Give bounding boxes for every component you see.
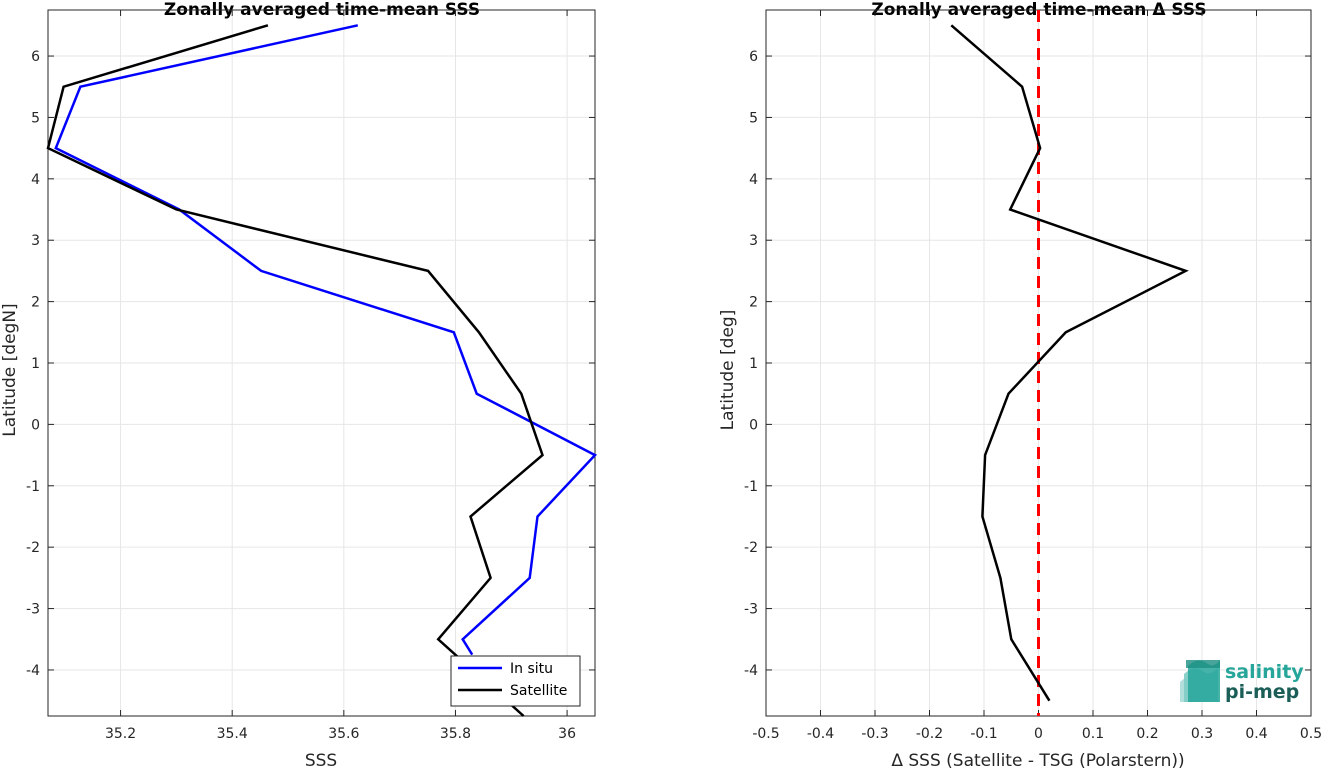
x-tick-label: -0.2 [916, 726, 943, 742]
wave-logo-icon [1180, 660, 1220, 702]
y-tick-label: 1 [749, 356, 758, 372]
x-axis-label-delta-sss: Δ SSS (Satellite - TSG (Polarstern)) [891, 751, 1184, 769]
series-sss [46, 24, 598, 717]
x-tick-label: 0.2 [1136, 726, 1158, 742]
x-tick-label: 0.5 [1300, 726, 1322, 742]
series-line-satellite [46, 24, 544, 717]
logo-text-salinity: salinity [1225, 661, 1304, 683]
y-tick-label: -4 [744, 663, 758, 679]
salinity-pimep-logo: salinity pi-mep [1180, 660, 1304, 703]
x-tick-label: 0.4 [1245, 726, 1267, 742]
y-tick-label: 2 [749, 295, 758, 311]
y-tick-label: -1 [744, 479, 758, 495]
grid-sss [48, 10, 595, 716]
y-tick-label: 6 [31, 49, 40, 65]
x-tick-label: 0.1 [1082, 726, 1104, 742]
x-tick-label: 0 [1034, 726, 1043, 742]
x-tick-label: 0.3 [1191, 726, 1213, 742]
series-line-delta-sss [950, 24, 1189, 702]
y-tick-label: 4 [749, 172, 758, 188]
x-tick-label: 35.4 [217, 726, 248, 742]
y-tick-label: 1 [31, 356, 40, 372]
x-tick-label: 36 [558, 726, 576, 742]
panel-delta-sss: Zonally averaged time-mean Δ SSS -0.5 -0.… [718, 0, 1322, 769]
y-tick-label: 4 [31, 172, 40, 188]
x-tick-label: 35.2 [105, 726, 136, 742]
y-tick-label: 6 [749, 49, 758, 65]
y-tick-label: 3 [31, 233, 40, 249]
series-line-in-situ [54, 24, 598, 656]
x-tick-label: -0.5 [752, 726, 779, 742]
x-tick-label: 35.8 [440, 726, 471, 742]
y-tick-label: 2 [31, 295, 40, 311]
legend-label-satellite: Satellite [510, 683, 567, 699]
y-tick-label: 0 [749, 417, 758, 433]
y-axis-label-delta-sss: Latitude [deg] [718, 310, 738, 431]
ticks-sss: 35.2 35.4 35.6 35.8 36 -4 -3 -2 -1 0 1 2 3 4 5 6 [26, 10, 595, 742]
x-tick-label: -0.4 [807, 726, 834, 742]
series-delta-sss [950, 24, 1189, 702]
y-tick-label: -4 [26, 663, 40, 679]
y-tick-label: -3 [744, 602, 758, 618]
y-axis-label-sss: Latitude [degN] [0, 303, 20, 436]
y-tick-label: -2 [744, 540, 758, 556]
logo-text-pi-mep: pi-mep [1225, 681, 1299, 703]
y-tick-label: -3 [26, 602, 40, 618]
y-tick-label: 5 [749, 110, 758, 126]
x-tick-label: -0.1 [970, 726, 997, 742]
panel-sss: Zonally averaged time-mean SSS 35.2 35.4 3… [0, 0, 598, 769]
y-tick-label: 5 [31, 110, 40, 126]
x-axis-label-sss: SSS [305, 751, 337, 769]
y-tick-label: -1 [26, 479, 40, 495]
y-tick-label: -2 [26, 540, 40, 556]
x-tick-label: 35.6 [328, 726, 359, 742]
legend: In situ Satellite [450, 655, 581, 707]
y-tick-label: 0 [31, 417, 40, 433]
x-tick-label: -0.3 [861, 726, 888, 742]
legend-label-in-situ: In situ [510, 661, 553, 677]
ticks-delta-sss: -0.5 -0.4 -0.3 -0.2 -0.1 0 0.1 0.2 0.3 0.4 0.5 -4 -3… [744, 10, 1322, 742]
legend-box [450, 655, 581, 707]
y-tick-label: 3 [749, 233, 758, 249]
